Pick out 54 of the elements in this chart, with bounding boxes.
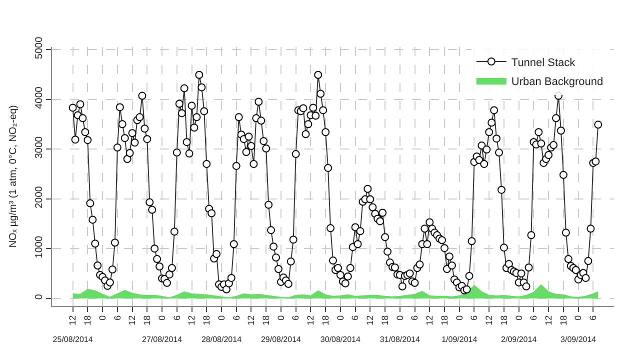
x-tick-label: 12 <box>186 315 197 326</box>
x-tick-label: 6 <box>350 315 360 320</box>
x-tick-label: 0 <box>335 315 346 320</box>
x-tick-label: 6 <box>231 315 242 320</box>
x-tick-label: 12 <box>68 315 78 326</box>
x-tick-label: 0 <box>454 315 464 320</box>
x-tick-label: 0 <box>514 315 524 320</box>
x2-tick-label: 3/09/2014 <box>560 335 597 344</box>
x-tick-label: 0 <box>573 315 584 320</box>
x-tick-label: 18 <box>498 315 509 326</box>
x2-tick-label: 31/08/2014 <box>380 335 420 344</box>
x-tick-label: 18 <box>202 315 212 326</box>
x-tick-label: 18 <box>82 315 93 326</box>
x-tick-label: 6 <box>469 315 480 320</box>
x-tick-label: 6 <box>172 315 182 320</box>
x2-tick-label: 29/08/2014 <box>260 335 302 344</box>
x2-tick-label: 25/08/2014 <box>52 335 94 344</box>
x-tick-label: 18 <box>261 315 272 326</box>
x-tick-label: 0 <box>394 315 405 320</box>
x-tick-label: 12 <box>484 315 494 326</box>
x2-tick-label: 30/08/2014 <box>320 335 361 344</box>
y-tick-label: 2000 <box>34 186 45 208</box>
x-tick-label: 0 <box>156 315 167 320</box>
x-tick-label: 6 <box>410 315 420 320</box>
x2-tick-label: 2/09/2014 <box>501 335 538 344</box>
x-tick-label: 12 <box>306 315 316 326</box>
x-tick-label: 6 <box>528 315 539 320</box>
x-tick-label: 0 <box>97 315 108 320</box>
x-tick-label: 6 <box>290 315 301 320</box>
x2-tick-label: 27/08/2014 <box>142 335 183 344</box>
x-tick-label: 12 <box>544 315 554 326</box>
y-axis-title: NOₓ µg/m³ (1 atm, 0°C, NO₂-eq) <box>8 105 19 248</box>
x-tick-label: 18 <box>439 315 450 326</box>
x-tick-label: 0 <box>216 315 226 320</box>
y-tick-label: 3000 <box>34 136 45 159</box>
y-tick-label: 0 <box>34 294 45 300</box>
x-tick-label: 18 <box>142 315 152 326</box>
x-tick-label: 6 <box>588 315 598 320</box>
y-tick-label: 5000 <box>34 36 45 60</box>
x-tick-label: 12 <box>424 315 435 326</box>
x-tick-label: 18 <box>320 315 330 326</box>
x-tick-label: 18 <box>558 315 568 326</box>
x-tick-label: 12 <box>127 315 138 326</box>
legend-label: Urban Background <box>511 76 604 88</box>
x2-tick-label: 28/08/2014 <box>201 335 242 344</box>
x-tick-label: 18 <box>380 315 390 326</box>
y-tick-label: 1000 <box>34 236 45 258</box>
x-tick-label: 12 <box>365 315 376 326</box>
y-tick-label: 4000 <box>34 86 45 109</box>
x2-tick-label: 1/09/2014 <box>442 335 478 344</box>
x-tick-label: 12 <box>246 315 256 326</box>
legend-label: Tunnel Stack <box>511 56 576 69</box>
x-tick-label: 0 <box>276 315 286 320</box>
x-tick-label: 6 <box>112 315 122 320</box>
